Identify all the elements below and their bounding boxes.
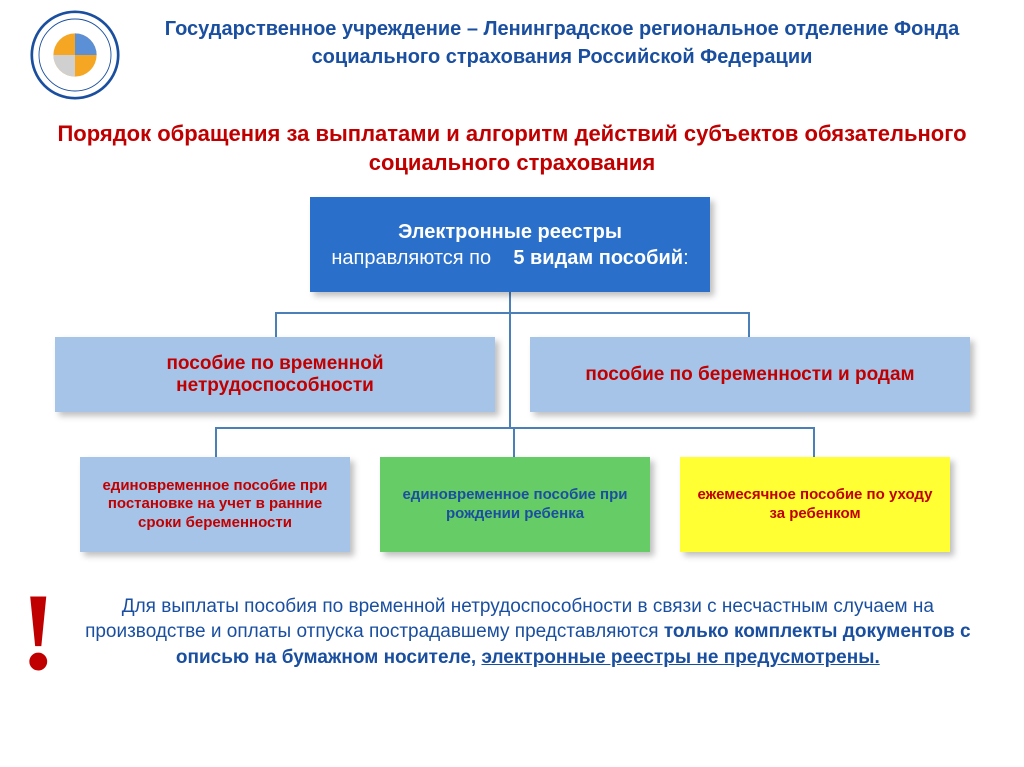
header: Государственное учреждение – Ленинградск… bbox=[0, 0, 1024, 100]
connector bbox=[813, 427, 815, 457]
leaf-box-childcare: ежемесячное пособие по уходу за ребенком bbox=[680, 457, 950, 552]
root-box: Электронные реестры направляются по 5 ви… bbox=[310, 197, 710, 292]
mid-box-maternity: пособие по беременности и родам bbox=[530, 337, 970, 412]
footer-underline: электронные реестры не предусмотрены. bbox=[481, 647, 879, 668]
root-line2b: 5 видам пособий bbox=[513, 247, 683, 269]
org-title: Государственное учреждение – Ленинградск… bbox=[140, 10, 984, 71]
connector bbox=[509, 292, 511, 312]
leaf-box-early-pregnancy: единовременное пособие при постановке на… bbox=[80, 457, 350, 552]
exclamation-icon: ! bbox=[20, 577, 57, 687]
page-subtitle: Порядок обращения за выплатами и алгорит… bbox=[50, 120, 974, 177]
mid-box-disability: пособие по временной нетрудоспособности bbox=[55, 337, 495, 412]
root-line2: направляются по 5 видам пособий: bbox=[331, 245, 688, 271]
connector bbox=[215, 427, 217, 457]
root-line1: Электронные реестры bbox=[398, 219, 622, 245]
footer: ! Для выплаты пособия по временной нетру… bbox=[0, 577, 1024, 687]
connector bbox=[275, 312, 277, 337]
connector bbox=[748, 312, 750, 337]
root-line2a: направляются по bbox=[331, 247, 491, 269]
diagram: Электронные реестры направляются по 5 ви… bbox=[0, 197, 1024, 567]
connector bbox=[509, 312, 511, 427]
footer-text: Для выплаты пособия по временной нетрудо… bbox=[72, 594, 984, 671]
fss-logo-icon bbox=[30, 10, 120, 100]
connector bbox=[275, 312, 750, 314]
connector bbox=[215, 427, 815, 429]
connector bbox=[513, 427, 515, 457]
leaf-box-birth: единовременное пособие при рождении ребе… bbox=[380, 457, 650, 552]
